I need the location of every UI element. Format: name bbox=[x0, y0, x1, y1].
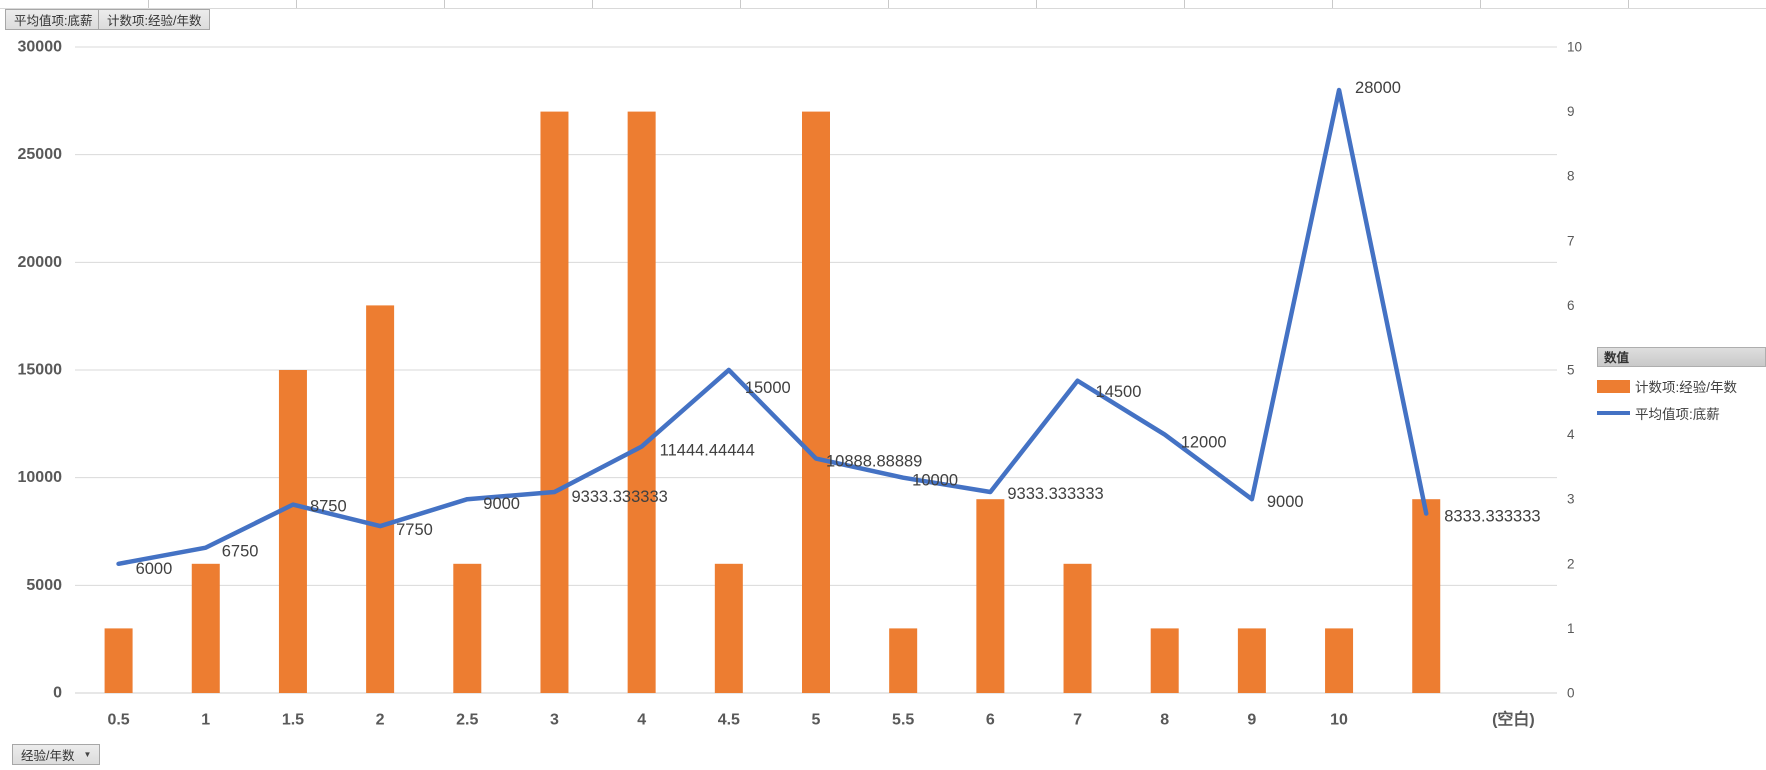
left-axis-tick-label: 30000 bbox=[18, 39, 63, 56]
line-data-label: 15000 bbox=[745, 379, 791, 397]
right-axis-tick-label: 2 bbox=[1567, 556, 1575, 571]
bar[interactable] bbox=[1325, 628, 1354, 693]
left-axis-tick-label: 25000 bbox=[18, 146, 63, 163]
category-axis-label: 1.5 bbox=[282, 712, 304, 729]
category-axis-label: 7 bbox=[1073, 712, 1082, 729]
right-axis-tick-label: 6 bbox=[1567, 298, 1575, 313]
category-axis-label: 6 bbox=[986, 712, 995, 729]
category-axis-label: 8 bbox=[1160, 712, 1169, 729]
chart-legend[interactable]: 数值 计数项:经验/年数 平均值项:底薪 bbox=[1597, 347, 1766, 422]
line-data-label: 6000 bbox=[136, 560, 173, 578]
bar[interactable] bbox=[802, 111, 830, 694]
pivot-field-button-count-experience[interactable]: 计数项:经验/年数 bbox=[98, 9, 211, 30]
category-axis-label: 5 bbox=[812, 712, 821, 729]
category-axis-label: 2.5 bbox=[456, 712, 478, 729]
axis-field-label: 经验/年数 bbox=[21, 749, 75, 763]
bar[interactable] bbox=[1237, 628, 1266, 693]
left-axis-tick-label: 20000 bbox=[18, 254, 63, 271]
line-data-label: 8750 bbox=[310, 498, 347, 516]
category-axis-label: 0.5 bbox=[107, 712, 129, 729]
category-axis-label: (空白) bbox=[1492, 710, 1535, 729]
bar[interactable] bbox=[366, 305, 395, 693]
bar[interactable] bbox=[1150, 628, 1179, 693]
right-axis-tick-label: 5 bbox=[1567, 363, 1575, 378]
bar[interactable] bbox=[540, 111, 569, 694]
line-data-label: 8333.333333 bbox=[1444, 508, 1540, 526]
right-axis-tick-label: 4 bbox=[1567, 427, 1575, 442]
left-axis-tick-label: 5000 bbox=[26, 577, 62, 594]
bar[interactable] bbox=[191, 563, 220, 693]
left-axis-tick-label: 10000 bbox=[18, 469, 63, 486]
line-data-label: 10888.88889 bbox=[826, 453, 922, 471]
bar[interactable] bbox=[889, 628, 918, 693]
bar[interactable] bbox=[278, 370, 307, 693]
legend-item-label: 计数项:经验/年数 bbox=[1635, 380, 1738, 395]
category-axis-labels: 0.5 1 1.5 2 2.5 3 4 4.5 5 5.5 6 7 8 9 10 (空白) bbox=[107, 710, 1534, 729]
right-axis-tick-label: 7 bbox=[1567, 233, 1575, 248]
bar[interactable] bbox=[1412, 499, 1441, 693]
line-data-label: 7750 bbox=[396, 521, 433, 539]
legend-item-label: 平均值项:底薪 bbox=[1635, 407, 1720, 422]
left-axis-tick-label: 0 bbox=[53, 685, 62, 702]
category-axis-label: 9 bbox=[1247, 712, 1256, 729]
category-axis-label: 1 bbox=[201, 712, 210, 729]
category-axis-label: 10 bbox=[1330, 712, 1348, 729]
right-axis-tick-label: 3 bbox=[1567, 492, 1575, 507]
bar[interactable] bbox=[714, 563, 743, 693]
line-data-label: 9333.333333 bbox=[571, 488, 667, 506]
pivot-field-button-average-salary[interactable]: 平均值项:底薪 bbox=[5, 9, 102, 30]
line-series-average-salary[interactable] bbox=[116, 87, 1429, 567]
bar[interactable] bbox=[627, 111, 656, 694]
line-data-label: 9333.333333 bbox=[1007, 485, 1103, 503]
category-axis-label: 5.5 bbox=[892, 712, 914, 729]
line-series-swatch-icon bbox=[1597, 411, 1630, 415]
line-data-label: 14500 bbox=[1096, 383, 1142, 401]
pivot-axis-field-button-experience[interactable]: 经验/年数 ▼ bbox=[12, 744, 101, 765]
legend-item[interactable]: 平均值项:底薪 bbox=[1597, 405, 1766, 422]
right-axis-tick-label: 0 bbox=[1567, 686, 1575, 701]
line-data-label: 6750 bbox=[222, 543, 259, 561]
legend-field-button-values[interactable]: 数值 bbox=[1597, 347, 1766, 367]
bar-series-count-experience[interactable] bbox=[104, 111, 1441, 694]
category-axis-label: 3 bbox=[550, 712, 559, 729]
legend-item[interactable]: 计数项:经验/年数 bbox=[1597, 378, 1766, 395]
line-data-label: 12000 bbox=[1181, 434, 1227, 452]
left-axis-tick-label: 15000 bbox=[18, 362, 63, 379]
right-axis-tick-label: 1 bbox=[1567, 621, 1575, 636]
category-axis-label: 2 bbox=[376, 712, 385, 729]
bar[interactable] bbox=[453, 563, 482, 693]
dropdown-arrow-icon[interactable]: ▼ bbox=[83, 750, 92, 759]
bar[interactable] bbox=[104, 628, 133, 693]
legend-items: 计数项:经验/年数 平均值项:底薪 bbox=[1597, 378, 1766, 422]
line-data-label: 9000 bbox=[483, 495, 520, 513]
line-data-label: 9000 bbox=[1267, 493, 1304, 511]
right-axis-tick-label: 9 bbox=[1567, 104, 1575, 119]
line-data-label: 28000 bbox=[1355, 79, 1401, 97]
worksheet-edge-strip bbox=[0, 0, 1766, 9]
category-axis-label: 4 bbox=[637, 712, 646, 729]
category-axis-label: 4.5 bbox=[718, 712, 740, 729]
bar[interactable] bbox=[976, 499, 1005, 693]
bar[interactable] bbox=[1063, 563, 1092, 693]
right-axis-tick-label: 10 bbox=[1567, 40, 1582, 55]
right-axis-tick-label: 8 bbox=[1567, 169, 1575, 184]
line-data-label: 10000 bbox=[912, 472, 958, 490]
bar-series-swatch-icon bbox=[1597, 379, 1630, 393]
line-data-label: 11444.44444 bbox=[660, 442, 755, 460]
left-axis-tick-labels: 30000 25000 20000 15000 10000 5000 0 bbox=[18, 39, 63, 702]
line-data-labels: 6000 6750 8750 7750 9000 9333.333333 11444.444… bbox=[136, 79, 1541, 578]
